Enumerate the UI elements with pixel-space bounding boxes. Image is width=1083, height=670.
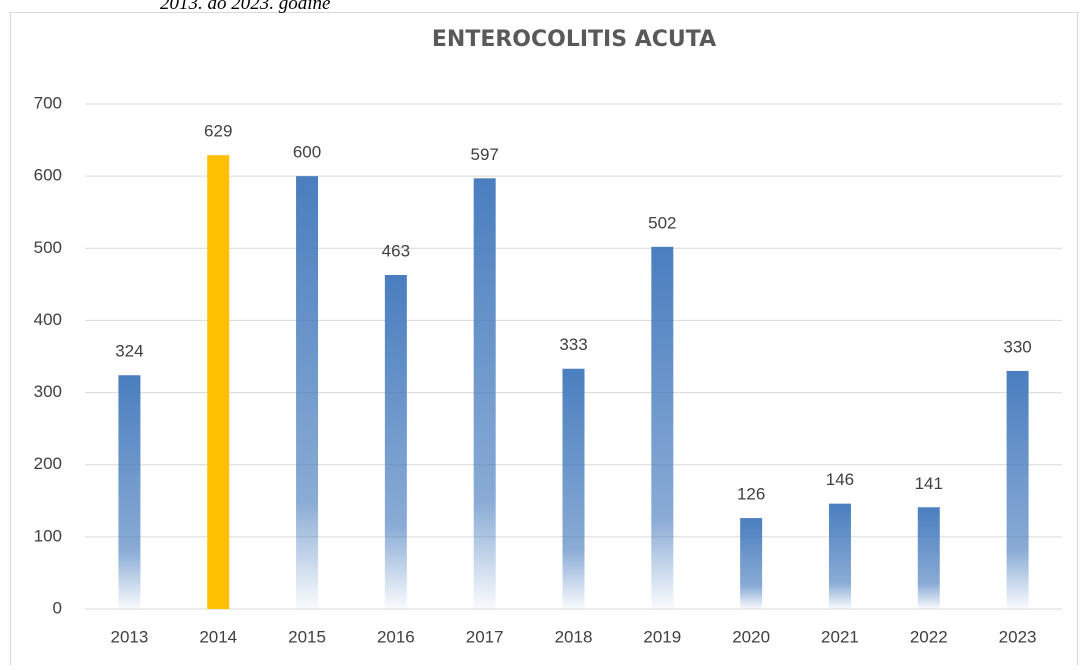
data-label: 600	[293, 143, 321, 162]
caption: 2013. do 2023. godine	[160, 0, 330, 14]
bar	[384, 274, 407, 609]
data-label: 463	[382, 241, 410, 260]
data-label: 126	[737, 485, 765, 504]
data-label: 330	[1003, 337, 1031, 356]
y-tick-label: 300	[34, 382, 62, 401]
bar	[473, 178, 496, 610]
data-label: 629	[204, 122, 232, 141]
bar	[740, 518, 763, 609]
bar	[207, 155, 230, 609]
bar	[296, 176, 319, 609]
x-tick-label: 2018	[555, 627, 593, 646]
y-tick-label: 200	[34, 454, 62, 473]
data-label: 146	[826, 470, 854, 489]
chart-frame	[10, 12, 1078, 670]
y-tick-label: 500	[34, 238, 62, 257]
data-label: 502	[648, 213, 676, 232]
y-tick-label: 400	[34, 310, 62, 329]
x-tick-label: 2023	[999, 627, 1037, 646]
bar	[118, 375, 141, 609]
x-tick-label: 2015	[288, 627, 326, 646]
data-label: 324	[115, 342, 143, 361]
x-tick-label: 2016	[377, 627, 415, 646]
x-tick-label: 2019	[643, 627, 681, 646]
chart-title: ENTEROCOLITIS ACUTA	[432, 27, 716, 52]
data-label: 597	[470, 145, 498, 164]
bar	[562, 368, 585, 609]
bar	[1006, 370, 1029, 609]
x-tick-label: 2020	[732, 627, 770, 646]
x-tick-label: 2022	[910, 627, 948, 646]
data-label: 333	[559, 335, 587, 354]
bar	[917, 507, 940, 609]
bar	[828, 503, 851, 609]
x-tick-label: 2013	[110, 627, 148, 646]
y-tick-label: 700	[34, 93, 62, 112]
y-tick-label: 0	[53, 598, 62, 617]
bar	[651, 246, 674, 610]
x-tick-label: 2014	[199, 627, 237, 646]
y-tick-label: 100	[34, 526, 62, 545]
data-label: 141	[915, 474, 943, 493]
y-tick-label: 600	[34, 166, 62, 185]
x-tick-label: 2021	[821, 627, 859, 646]
x-tick-label: 2017	[466, 627, 504, 646]
